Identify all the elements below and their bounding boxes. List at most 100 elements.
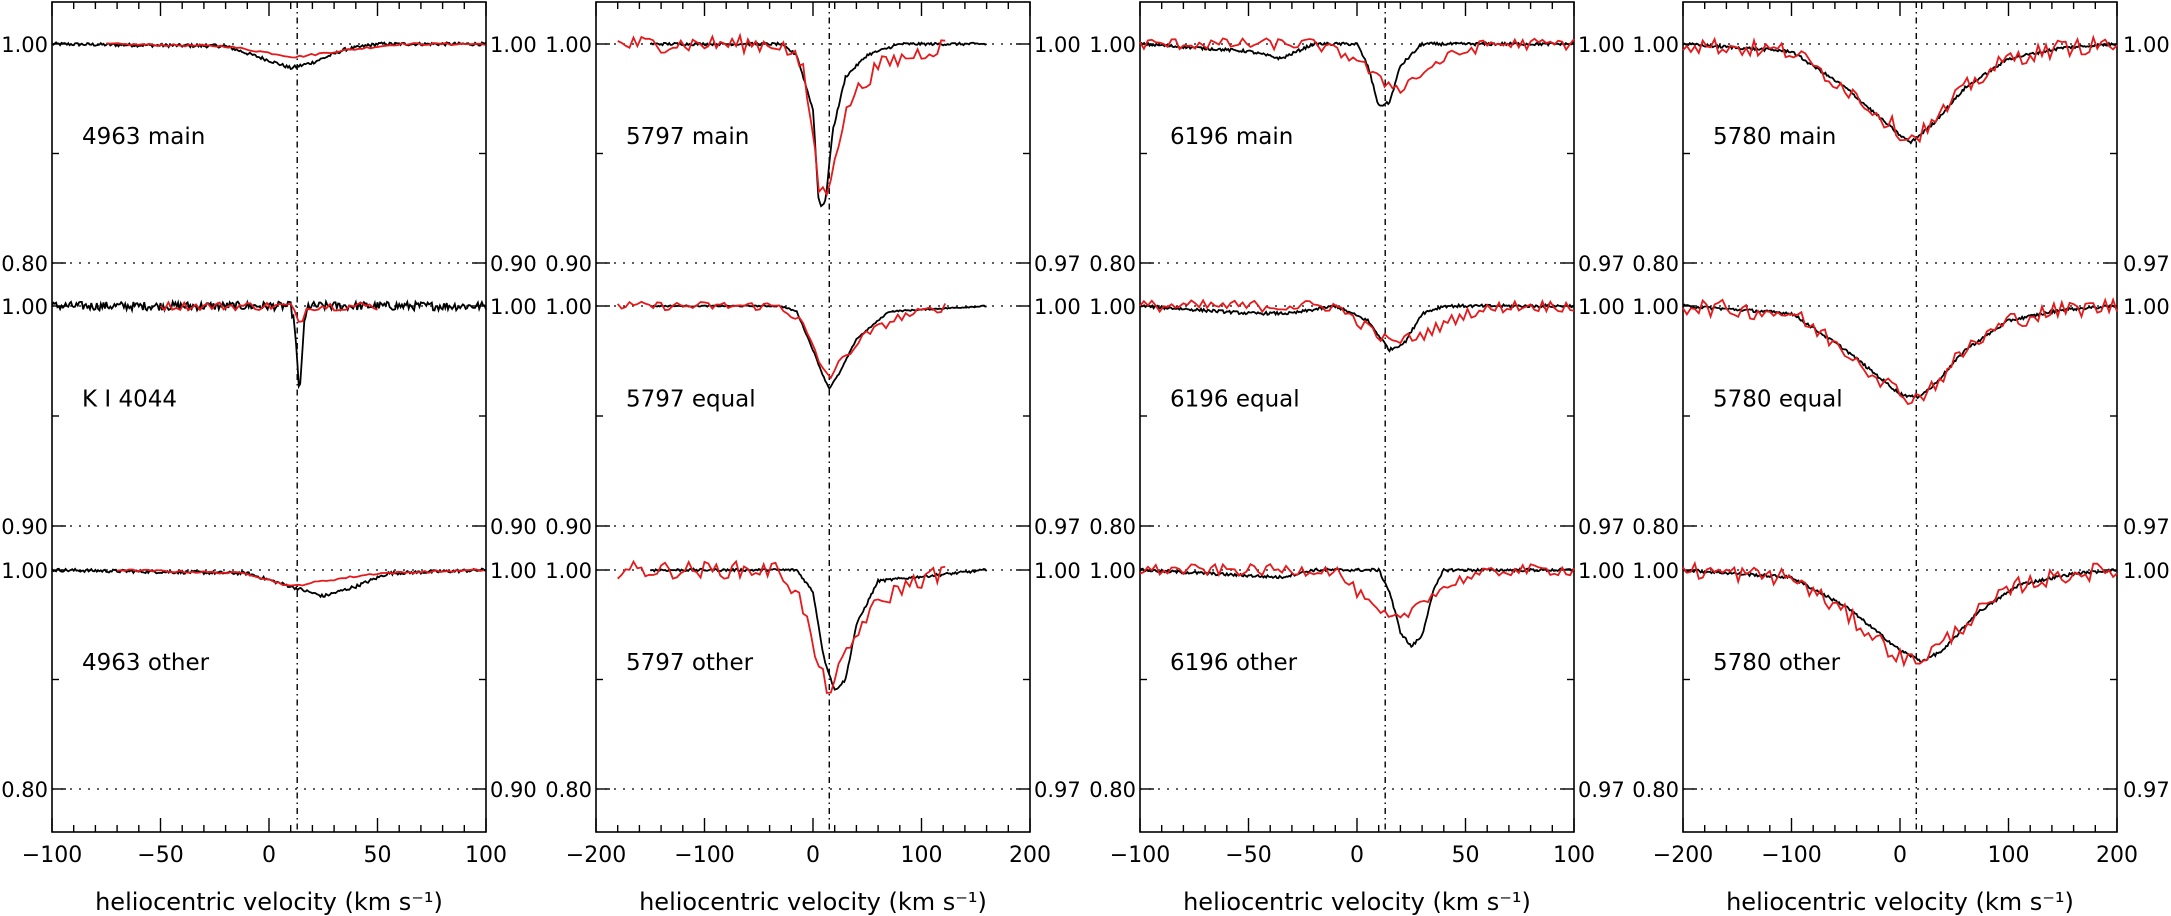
x-tick-label: −100	[22, 843, 82, 868]
panel-label: K I 4044	[82, 386, 177, 412]
target-spectrum-line	[650, 304, 987, 391]
y-tick-label-right: 0.90	[490, 515, 537, 539]
y-tick-label-right: 1.00	[1034, 559, 1081, 583]
right-axis-labels-3: 1.00 0.97 1.00 0.97 1.00 0.97	[1578, 33, 1625, 802]
panel-label: 6196 main	[1170, 124, 1293, 150]
y-tick-label: 0.90	[1, 515, 48, 539]
y-tick-label-right: 1.00	[490, 295, 537, 319]
target-spectrum-line	[1139, 567, 1575, 649]
y-tick-label: 0.80	[1089, 515, 1136, 539]
y-tick-label: 0.90	[545, 515, 592, 539]
comparison-spectrum-line	[1139, 298, 1575, 345]
y-tick-label-right: 1.00	[490, 33, 537, 57]
comparison-spectrum-line	[1139, 37, 1575, 95]
y-tick-label-right: 1.00	[1578, 33, 1625, 57]
x-tick-label: 0	[1893, 843, 1907, 868]
y-tick-label-right: 0.97	[1034, 252, 1081, 276]
x-tick-label: 50	[1452, 843, 1480, 868]
chart-column-2: −200 −100 0 100 200 heliocentric velocity (km…	[545, 1, 1051, 916]
y-tick-label-right: 1.00	[1578, 559, 1625, 583]
y-tick-label: 1.00	[1, 33, 48, 57]
y-tick-label-right: 0.90	[490, 778, 537, 802]
x-tick-label: −50	[1225, 843, 1271, 868]
chart-column-1: −100 −50 0 50 100 heliocentric velocity (km s…	[1, 1, 507, 916]
y-tick-label: 0.80	[1632, 252, 1679, 276]
panel-6196-other: 1.00 0.80 6196 other	[1089, 559, 1575, 802]
y-tick-label-right: 0.97	[1578, 515, 1625, 539]
panel-k-i-4044: 1.00 0.90 K I 4044	[1, 295, 487, 539]
x-tick-label: −100	[674, 843, 734, 868]
x-tick-label: 0	[806, 843, 820, 868]
target-spectrum-line	[51, 298, 487, 390]
y-tick-label: 0.80	[1, 252, 48, 276]
y-tick-label-right: 1.00	[2123, 559, 2170, 583]
panel-4963-other: 1.00 0.80 4963 other	[1, 559, 487, 802]
x-tick-label: 100	[901, 843, 943, 868]
comparison-spectrum-line	[1682, 296, 2118, 406]
y-tick-label-right: 0.97	[2123, 515, 2170, 539]
y-tick-label: 1.00	[1, 559, 48, 583]
y-tick-label: 0.80	[1089, 778, 1136, 802]
panel-5797-equal: 1.00 0.90 5797 equal	[545, 295, 1030, 539]
x-tick-label: 100	[1988, 843, 2030, 868]
x-tick-label: 200	[1009, 843, 1051, 868]
y-tick-label-right: 1.00	[490, 559, 537, 583]
panel-5780-other: 1.00 0.80 1.00 0.97 5780 other	[1632, 559, 2170, 802]
target-spectrum-line	[1682, 41, 2118, 145]
y-tick-label: 1.00	[1089, 559, 1136, 583]
x-axis-label: heliocentric velocity (km s⁻¹)	[95, 888, 443, 916]
x-tick-label: 100	[465, 843, 507, 868]
x-tick-label: 0	[1350, 843, 1364, 868]
y-tick-label: 0.90	[545, 252, 592, 276]
x-tick-label: 200	[2096, 843, 2138, 868]
y-tick-label-right: 1.00	[1578, 295, 1625, 319]
panel-5797-main: 1.00 0.90 5797 main	[545, 32, 1030, 276]
panel-label: 6196 other	[1170, 650, 1298, 676]
x-tick-label: 0	[262, 843, 276, 868]
comparison-spectrum-line	[116, 568, 485, 587]
panel-5780-equal: 1.00 0.80 1.00 0.97 5780 equal	[1632, 295, 2170, 539]
y-tick-label-right: 1.00	[2123, 295, 2170, 319]
comparison-spectrum-line	[617, 559, 946, 694]
x-axis-label: heliocentric velocity (km s⁻¹)	[639, 888, 987, 916]
target-spectrum-line	[1139, 302, 1575, 353]
x-tick-label: −100	[1110, 843, 1170, 868]
y-tick-label-right: 0.97	[2123, 252, 2170, 276]
y-tick-label-right: 0.97	[1034, 778, 1081, 802]
y-tick-label: 0.80	[1632, 515, 1679, 539]
y-tick-label: 0.80	[1089, 252, 1136, 276]
x-tick-label: 100	[1553, 843, 1595, 868]
x-tick-label: −200	[1653, 843, 1713, 868]
y-tick-label: 1.00	[1632, 559, 1679, 583]
y-tick-label-right: 0.97	[1034, 515, 1081, 539]
y-tick-label-right: 0.97	[1578, 778, 1625, 802]
panel-label: 4963 other	[82, 650, 210, 676]
target-spectrum-line	[51, 41, 487, 71]
y-tick-label: 1.00	[1, 295, 48, 319]
panel-5780-main: 1.00 0.80 1.00 0.97 5780 main	[1632, 33, 2170, 276]
panel-label: 4963 main	[82, 124, 205, 150]
chart-column-4: −200 −100 0 100 200 heliocentric velocity (km…	[1632, 1, 2170, 916]
x-tick-label: −50	[137, 843, 183, 868]
y-tick-label: 0.80	[1632, 778, 1679, 802]
chart-column-3: −100 −50 0 50 100 heliocentric velocity (km s…	[1089, 1, 1595, 916]
y-tick-label-right: 0.97	[2123, 778, 2170, 802]
target-spectrum-line	[1139, 41, 1575, 107]
panel-label: 5780 equal	[1713, 386, 1843, 412]
y-tick-label: 1.00	[545, 295, 592, 319]
y-tick-label: 1.00	[1089, 33, 1136, 57]
y-tick-label: 1.00	[545, 33, 592, 57]
x-tick-label: −200	[566, 843, 626, 868]
y-tick-label: 1.00	[545, 559, 592, 583]
panel-label: 6196 equal	[1170, 386, 1300, 412]
x-axis-label: heliocentric velocity (km s⁻¹)	[1726, 888, 2074, 916]
comparison-spectrum-line	[159, 300, 378, 323]
panel-5797-other: 1.00 0.80 5797 other	[545, 559, 1030, 802]
panel-6196-equal: 1.00 0.80 6196 equal	[1089, 295, 1575, 539]
comparison-spectrum-line	[617, 32, 946, 197]
y-tick-label-right: 1.00	[2123, 33, 2170, 57]
target-spectrum-line	[1682, 303, 2118, 400]
comparison-spectrum-line	[106, 42, 486, 59]
comparison-spectrum-line	[617, 300, 947, 380]
